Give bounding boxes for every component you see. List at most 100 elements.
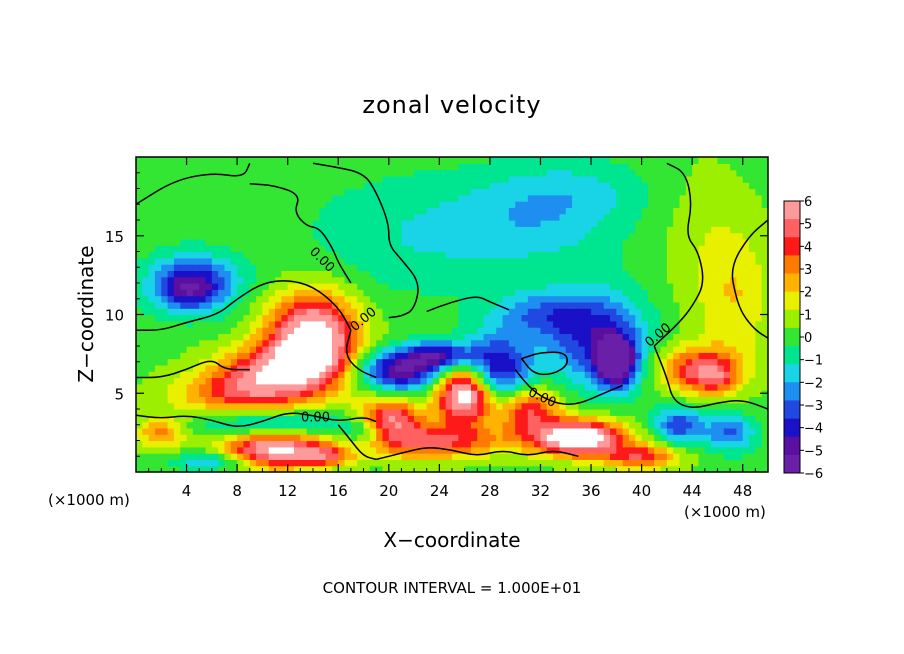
- field-cell: [477, 182, 485, 190]
- field-cell: [287, 232, 295, 240]
- field-cell: [496, 352, 504, 360]
- field-cell: [584, 295, 592, 303]
- field-cell: [230, 283, 238, 290]
- field-cell: [616, 377, 624, 385]
- field-cell: [685, 415, 693, 423]
- field-cell: [237, 301, 245, 309]
- field-cell: [483, 207, 491, 215]
- field-cell: [616, 371, 624, 379]
- field-cell: [597, 226, 605, 234]
- field-cell: [294, 358, 301, 366]
- field-cell: [401, 333, 409, 341]
- field-cell: [489, 283, 497, 290]
- field-cell: [268, 358, 276, 366]
- field-cell: [180, 257, 188, 265]
- field-cell: [148, 207, 156, 215]
- field-cell: [458, 446, 466, 454]
- field-cell: [489, 371, 497, 379]
- field-cell: [489, 459, 497, 467]
- field-cell: [249, 169, 257, 177]
- field-cell: [211, 314, 219, 322]
- field-cell: [148, 453, 156, 460]
- field-cell: [154, 289, 162, 297]
- field-cell: [420, 264, 428, 271]
- field-cell: [527, 453, 535, 460]
- field-cell: [666, 238, 674, 246]
- field-cell: [591, 440, 598, 448]
- field-cell: [489, 320, 497, 328]
- field-cell: [515, 427, 523, 435]
- field-cell: [711, 459, 719, 467]
- field-cell: [508, 383, 516, 391]
- field-cell: [262, 415, 270, 423]
- field-cell: [388, 175, 396, 183]
- field-cell: [249, 453, 257, 460]
- field-cell: [237, 276, 245, 284]
- field-cell: [635, 295, 643, 303]
- field-cell: [325, 358, 333, 366]
- field-cell: [300, 396, 308, 404]
- field-cell: [294, 238, 301, 246]
- field-cell: [464, 333, 472, 341]
- field-cell: [647, 446, 655, 454]
- field-cell: [230, 440, 238, 448]
- field-cell: [698, 320, 706, 328]
- field-cell: [477, 383, 485, 391]
- field-cell: [256, 339, 263, 347]
- field-cell: [502, 465, 510, 472]
- field-cell: [515, 465, 523, 472]
- field-cell: [679, 327, 687, 334]
- field-cell: [508, 257, 516, 265]
- field-cell: [180, 314, 188, 322]
- field-cell: [224, 188, 232, 196]
- field-cell: [635, 421, 643, 429]
- field-cell: [148, 245, 156, 253]
- field-cell: [477, 352, 485, 360]
- field-cell: [294, 245, 301, 253]
- field-cell: [268, 194, 276, 202]
- field-cell: [635, 352, 643, 360]
- field-cell: [312, 453, 320, 460]
- field-cell: [445, 270, 453, 278]
- field-cell: [483, 163, 491, 171]
- field-cell: [521, 257, 529, 265]
- field-cell: [275, 194, 282, 202]
- field-cell: [641, 194, 649, 202]
- field-cell: [369, 465, 377, 472]
- field-cell: [136, 415, 143, 423]
- field-cell: [692, 427, 700, 435]
- field-cell: [628, 320, 636, 328]
- field-cell: [275, 346, 282, 353]
- field-cell: [749, 226, 756, 234]
- field-cell: [218, 207, 226, 215]
- field-cell: [420, 383, 428, 391]
- field-cell: [407, 402, 415, 410]
- field-cell: [572, 453, 579, 460]
- field-cell: [148, 383, 156, 391]
- field-cell: [521, 383, 529, 391]
- field-cell: [369, 308, 377, 316]
- field-cell: [420, 459, 428, 467]
- field-cell: [464, 220, 472, 227]
- field-cell: [559, 440, 567, 448]
- field-cell: [647, 238, 655, 246]
- field-cell: [553, 314, 561, 322]
- field-cell: [167, 446, 175, 454]
- field-cell: [628, 453, 636, 460]
- field-cell: [610, 327, 617, 334]
- field-cell: [685, 169, 693, 177]
- field-cell: [407, 320, 415, 328]
- field-cell: [180, 194, 188, 202]
- field-cell: [445, 308, 453, 316]
- field-cell: [376, 157, 384, 164]
- field-cell: [749, 182, 756, 190]
- field-cell: [692, 251, 700, 259]
- field-cell: [521, 396, 529, 404]
- field-cell: [489, 213, 497, 221]
- field-cell: [540, 226, 548, 234]
- field-cell: [654, 308, 662, 316]
- field-cell: [439, 440, 447, 448]
- field-cell: [736, 465, 744, 472]
- field-cell: [698, 207, 706, 215]
- field-cell: [730, 188, 737, 196]
